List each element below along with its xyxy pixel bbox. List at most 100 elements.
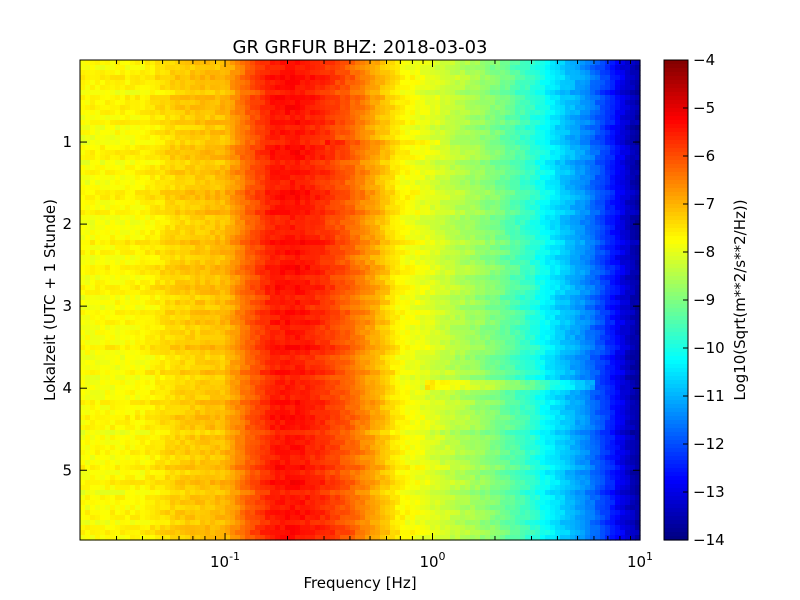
heatmap-cell — [580, 165, 586, 171]
heatmap-cell — [375, 115, 381, 121]
heatmap-cell — [535, 195, 541, 201]
heatmap-cell — [460, 85, 466, 91]
heatmap-cell — [250, 280, 256, 286]
heatmap-cell — [275, 130, 281, 136]
heatmap-cell — [185, 195, 191, 201]
heatmap-cell — [310, 100, 316, 106]
heatmap-cell — [240, 270, 246, 276]
heatmap-cell — [275, 275, 281, 281]
heatmap-cell — [470, 60, 476, 66]
heatmap-cell — [280, 280, 286, 286]
heatmap-cell — [155, 170, 161, 176]
heatmap-cell — [265, 215, 271, 221]
heatmap-cell — [375, 265, 381, 271]
heatmap-cell — [550, 125, 556, 131]
heatmap-cell — [540, 90, 546, 96]
heatmap-cell — [220, 170, 226, 176]
heatmap-cell — [220, 95, 226, 101]
heatmap-cell — [85, 100, 91, 106]
heatmap-cell — [90, 195, 96, 201]
heatmap-cell — [580, 70, 586, 76]
heatmap-cell — [595, 100, 601, 106]
heatmap-cell — [460, 135, 466, 141]
heatmap-cell — [240, 100, 246, 106]
heatmap-cell — [300, 180, 306, 186]
heatmap-cell — [510, 150, 516, 156]
heatmap-cell — [295, 165, 301, 171]
heatmap-cell — [495, 60, 501, 66]
heatmap-cell — [575, 200, 581, 206]
heatmap-cell — [520, 150, 526, 156]
heatmap-cell — [585, 250, 591, 256]
heatmap-cell — [310, 170, 316, 176]
heatmap-cell — [585, 120, 591, 126]
heatmap-cell — [455, 95, 461, 101]
heatmap-cell — [490, 70, 496, 76]
heatmap-cell — [330, 160, 336, 166]
heatmap-cell — [525, 135, 531, 141]
heatmap-cell — [575, 260, 581, 266]
heatmap-cell — [535, 235, 541, 241]
heatmap-cell — [360, 65, 366, 71]
heatmap-cell — [400, 275, 406, 281]
heatmap-cell — [350, 280, 356, 286]
heatmap-cell — [565, 245, 571, 251]
heatmap-cell — [425, 135, 431, 141]
heatmap-cell — [380, 95, 386, 101]
heatmap-cell — [295, 240, 301, 246]
heatmap-cell — [280, 215, 286, 221]
heatmap-cell — [165, 95, 171, 101]
heatmap-cell — [420, 75, 426, 81]
heatmap-cell — [480, 100, 486, 106]
heatmap-cell — [580, 75, 586, 81]
heatmap-cell — [620, 170, 626, 176]
heatmap-cell — [525, 230, 531, 236]
heatmap-cell — [350, 130, 356, 136]
heatmap-cell — [495, 150, 501, 156]
heatmap-cell — [220, 110, 226, 116]
heatmap-cell — [570, 185, 576, 191]
heatmap-cell — [245, 65, 251, 71]
heatmap-cell — [300, 95, 306, 101]
heatmap-cell — [175, 130, 181, 136]
heatmap-cell — [500, 230, 506, 236]
heatmap-cell — [170, 280, 176, 286]
heatmap-cell — [280, 85, 286, 91]
heatmap-cell — [615, 250, 621, 256]
heatmap-cell — [145, 190, 151, 196]
heatmap-cell — [370, 150, 376, 156]
heatmap-cell — [190, 195, 196, 201]
heatmap-cell — [270, 105, 276, 111]
heatmap-cell — [95, 100, 101, 106]
heatmap-cell — [445, 165, 451, 171]
heatmap-cell — [100, 175, 106, 181]
heatmap-cell — [400, 210, 406, 216]
heatmap-cell — [415, 215, 421, 221]
heatmap-cell — [125, 165, 131, 171]
heatmap-cell — [130, 235, 136, 241]
heatmap-cell — [570, 270, 576, 276]
heatmap-cell — [485, 125, 491, 131]
heatmap-cell — [590, 65, 596, 71]
heatmap-cell — [225, 255, 231, 261]
heatmap-cell — [575, 65, 581, 71]
heatmap-cell — [220, 255, 226, 261]
heatmap-cell — [535, 95, 541, 101]
heatmap-cell — [455, 250, 461, 256]
heatmap-cell — [310, 245, 316, 251]
heatmap-cell — [190, 230, 196, 236]
heatmap-cell — [560, 140, 566, 146]
heatmap-cell — [150, 265, 156, 271]
heatmap-cell — [355, 105, 361, 111]
heatmap-cell — [340, 185, 346, 191]
heatmap-cell — [590, 265, 596, 271]
heatmap-cell — [555, 75, 561, 81]
heatmap-cell — [205, 135, 211, 141]
heatmap-cell — [625, 115, 631, 121]
heatmap-cell — [405, 140, 411, 146]
heatmap-cell — [140, 65, 146, 71]
heatmap-cell — [495, 180, 501, 186]
heatmap-cell — [120, 150, 126, 156]
heatmap-cell — [625, 240, 631, 246]
heatmap-cell — [395, 150, 401, 156]
